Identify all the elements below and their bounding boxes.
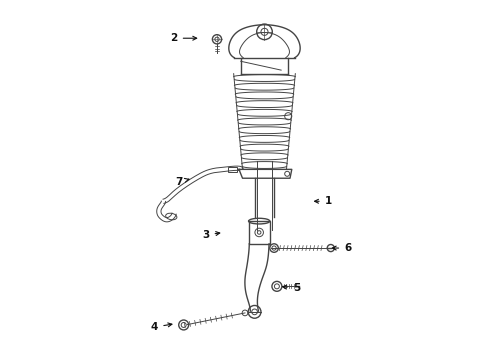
Text: 7: 7 <box>176 177 189 187</box>
Text: 4: 4 <box>151 322 172 332</box>
Text: 2: 2 <box>171 33 196 43</box>
Text: 3: 3 <box>202 230 220 240</box>
Bar <box>248 221 270 244</box>
Text: 5: 5 <box>283 283 300 293</box>
Bar <box>228 167 237 172</box>
Text: 1: 1 <box>315 196 332 206</box>
Text: 6: 6 <box>332 243 351 253</box>
